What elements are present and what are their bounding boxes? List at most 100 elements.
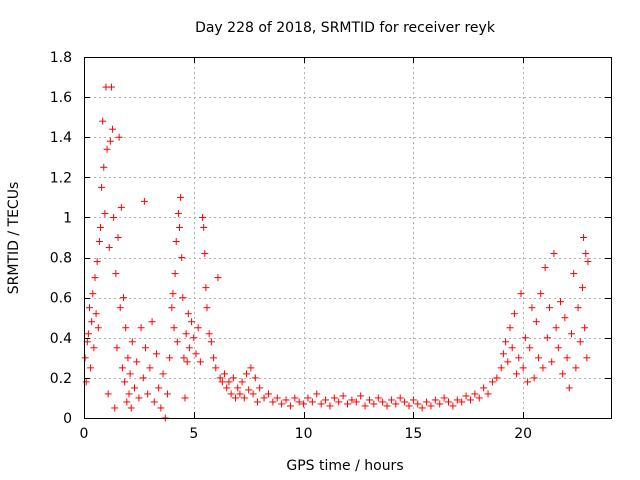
data-point [431, 396, 439, 404]
data-point [98, 183, 106, 191]
data-point [583, 354, 591, 362]
data-point [584, 258, 592, 266]
data-point [113, 344, 121, 352]
data-point [180, 354, 188, 362]
data-point [179, 294, 187, 302]
data-point [269, 398, 277, 406]
data-point [379, 398, 387, 406]
data-point [99, 117, 107, 125]
data-point [313, 390, 321, 398]
data-point [128, 338, 136, 346]
data-point [105, 244, 113, 252]
data-point [150, 398, 158, 406]
data-point [282, 396, 290, 404]
data-point [172, 238, 180, 246]
data-point [249, 390, 257, 398]
data-point [330, 394, 338, 402]
data-point [163, 390, 171, 398]
data-point [225, 378, 233, 386]
x-tick-labels: 0 5 10 15 20 [80, 426, 533, 442]
data-point [148, 318, 156, 326]
data-point [227, 390, 235, 398]
data-point [101, 209, 109, 217]
x-tick-label: 20 [514, 426, 532, 442]
data-point [176, 223, 184, 231]
data-point [200, 223, 208, 231]
data-point [339, 392, 347, 400]
data-point [139, 374, 147, 382]
data-point [121, 378, 129, 386]
data-point [493, 374, 501, 382]
x-tick-label: 10 [295, 426, 313, 442]
data-point [234, 384, 242, 392]
data-point [207, 338, 215, 346]
data-point [576, 338, 584, 346]
data-point [361, 402, 369, 410]
y-tick-label: 1.2 [50, 170, 72, 186]
data-point [93, 258, 101, 266]
data-point [240, 394, 248, 402]
data-point [480, 384, 488, 392]
data-point [159, 370, 167, 378]
data-point [414, 400, 422, 408]
data-point [256, 384, 264, 392]
data-point [84, 330, 92, 338]
y-tick-labels: 0 0.2 0.4 0.6 0.8 1 1.2 1.4 1.6 1.8 [50, 50, 72, 427]
data-point [232, 394, 240, 402]
data-point [466, 396, 474, 404]
data-point [199, 213, 207, 221]
data-point [155, 384, 163, 392]
data-point [127, 404, 135, 412]
data-point [582, 250, 590, 258]
data-point [118, 364, 126, 372]
data-point [291, 394, 299, 402]
data-point [253, 398, 261, 406]
data-point [91, 274, 99, 282]
data-point [185, 344, 193, 352]
data-point [196, 358, 204, 366]
data-point [462, 392, 470, 400]
data-point [502, 338, 510, 346]
data-point [484, 390, 492, 398]
data-point [383, 402, 391, 410]
y-tick-label: 0.2 [50, 371, 72, 387]
data-point [103, 145, 111, 153]
data-point [245, 386, 253, 394]
data-point [181, 394, 189, 402]
data-point [488, 378, 496, 386]
data-point [183, 358, 191, 366]
data-point [169, 290, 177, 298]
data-point [260, 394, 268, 402]
data-point [556, 298, 564, 306]
data-point [365, 396, 373, 404]
data-point [116, 304, 124, 312]
data-point [100, 163, 108, 171]
data-point [539, 364, 547, 372]
data-point [578, 284, 586, 292]
data-point [524, 378, 532, 386]
data-point [396, 394, 404, 402]
data-point [229, 374, 237, 382]
axis-ticks [84, 57, 611, 419]
data-point [110, 213, 118, 221]
data-point [104, 390, 112, 398]
data-point [81, 354, 89, 362]
data-point [300, 400, 308, 408]
data-point [273, 394, 281, 402]
data-point [125, 390, 133, 398]
data-point [572, 364, 580, 372]
data-point [418, 404, 426, 412]
data-point [453, 396, 461, 404]
data-point [526, 344, 534, 352]
data-point [109, 125, 117, 133]
data-point [580, 234, 588, 241]
data-point [131, 384, 139, 392]
data-point [370, 400, 378, 408]
data-point [458, 398, 466, 406]
data-point [202, 284, 210, 292]
data-point [322, 396, 330, 404]
data-point [352, 398, 360, 406]
data-point [137, 324, 145, 332]
data-point [89, 290, 97, 298]
